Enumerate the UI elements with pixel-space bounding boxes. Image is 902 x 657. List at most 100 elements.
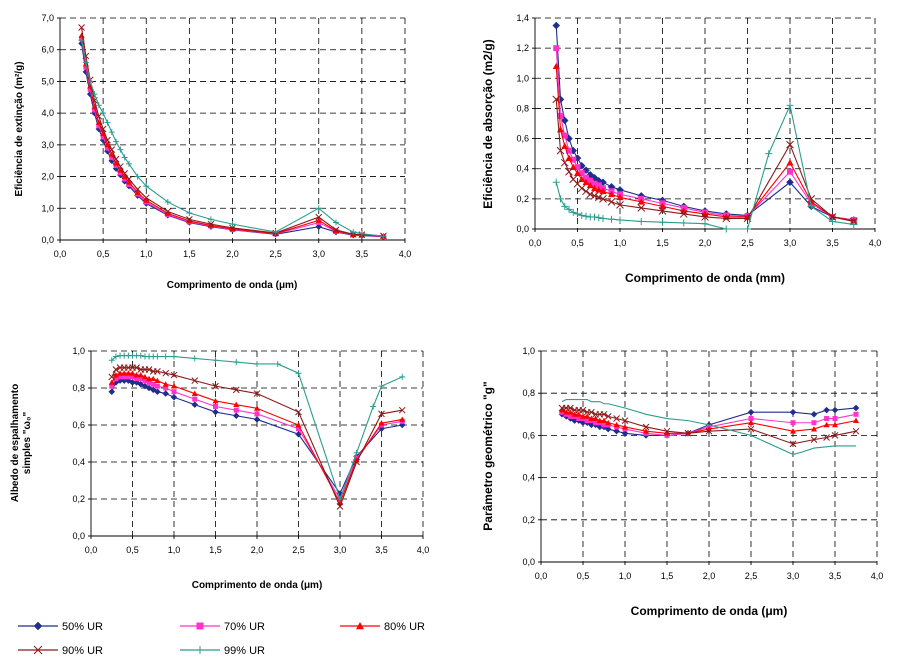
data-point bbox=[829, 217, 836, 225]
data-point bbox=[643, 428, 649, 434]
data-point bbox=[78, 32, 85, 38]
legend-item: 99% UR bbox=[180, 645, 265, 657]
data-point bbox=[378, 420, 385, 426]
data-point bbox=[595, 186, 603, 193]
data-point bbox=[142, 194, 150, 202]
data-point bbox=[567, 404, 574, 412]
series-line bbox=[111, 355, 403, 501]
data-point bbox=[162, 369, 170, 377]
data-point bbox=[142, 378, 148, 384]
legend-label: 99% UR bbox=[224, 645, 265, 657]
data-point bbox=[109, 155, 115, 161]
data-point bbox=[126, 160, 132, 167]
data-point bbox=[117, 163, 124, 170]
data-point bbox=[593, 420, 599, 426]
data-point bbox=[163, 385, 169, 391]
data-point bbox=[125, 175, 133, 183]
data-point bbox=[99, 125, 107, 133]
y-tick-label: 0,6 bbox=[72, 420, 85, 430]
data-point bbox=[561, 132, 568, 139]
data-point bbox=[586, 190, 595, 199]
data-point bbox=[574, 210, 581, 218]
data-point bbox=[613, 421, 620, 428]
data-point bbox=[295, 408, 302, 416]
x-tick-label: 4,0 bbox=[871, 571, 884, 581]
x-tick-label: 1,5 bbox=[209, 545, 222, 555]
series-line bbox=[81, 35, 384, 237]
data-point bbox=[659, 218, 666, 226]
data-point bbox=[164, 208, 172, 215]
y-tick-label: 1,0 bbox=[72, 346, 85, 356]
data-point bbox=[591, 213, 598, 221]
data-point bbox=[582, 212, 590, 220]
legend-label: 90% UR bbox=[62, 645, 103, 657]
data-point bbox=[613, 427, 620, 435]
legend-label: 80% UR bbox=[384, 621, 425, 633]
data-point bbox=[104, 119, 111, 126]
data-point bbox=[565, 205, 573, 213]
y-tick-label: 0,2 bbox=[522, 515, 535, 525]
data-point bbox=[133, 364, 141, 372]
data-point bbox=[399, 373, 406, 380]
data-point bbox=[592, 415, 599, 421]
series-99-ur bbox=[561, 398, 856, 455]
y-tick-label: 0,8 bbox=[522, 388, 535, 398]
x-tick-label: 4,0 bbox=[869, 238, 882, 248]
data-point bbox=[121, 374, 127, 380]
series-line bbox=[561, 398, 856, 455]
x-tick-label: 1,5 bbox=[656, 238, 669, 248]
data-point bbox=[701, 213, 709, 221]
data-point bbox=[616, 216, 624, 224]
data-point bbox=[170, 371, 178, 379]
data-point bbox=[192, 396, 198, 402]
data-point bbox=[765, 150, 773, 158]
data-point bbox=[104, 136, 111, 144]
x-axis-label: Comprimento de onda (μm) bbox=[631, 604, 788, 618]
data-point bbox=[786, 159, 794, 166]
data-point bbox=[170, 393, 178, 401]
data-point bbox=[125, 374, 131, 380]
data-point bbox=[579, 406, 587, 414]
data-point bbox=[96, 123, 102, 129]
data-point bbox=[608, 215, 615, 223]
data-point bbox=[594, 193, 603, 202]
data-point bbox=[787, 168, 793, 175]
x-axis-label: Comprimento de onda (μm) bbox=[192, 580, 323, 591]
data-point bbox=[121, 170, 129, 177]
x-tick-label: 3,5 bbox=[829, 571, 842, 581]
data-point bbox=[853, 417, 859, 424]
y-tick-label: 7,0 bbox=[41, 13, 54, 23]
x-tick-label: 0,0 bbox=[54, 249, 67, 259]
data-point bbox=[134, 185, 141, 193]
chart-4: 0,0 0,5 1,0 1,5 2,0 2,5 3,0 3,5 4,0 0,0 0,2 0,4 0,6 0… bbox=[481, 346, 883, 618]
data-point bbox=[601, 422, 607, 428]
x-tick-label: 2,5 bbox=[741, 238, 754, 248]
data-point bbox=[92, 107, 97, 113]
data-point bbox=[789, 440, 797, 448]
x-axis-label: Comprimento de onda (mm) bbox=[625, 271, 785, 285]
data-point bbox=[108, 379, 115, 385]
data-point bbox=[584, 418, 590, 424]
data-point bbox=[233, 359, 240, 366]
data-point bbox=[599, 195, 607, 203]
data-point bbox=[850, 217, 858, 224]
x-tick-label: 0,5 bbox=[577, 571, 590, 581]
data-point bbox=[621, 429, 629, 437]
data-point bbox=[146, 379, 152, 385]
x-tick-label: 4,0 bbox=[417, 545, 430, 555]
data-point bbox=[604, 413, 612, 420]
data-point bbox=[807, 198, 815, 205]
data-point bbox=[553, 45, 560, 52]
data-point bbox=[832, 416, 838, 422]
data-point bbox=[747, 425, 755, 433]
data-point bbox=[552, 95, 561, 104]
data-point bbox=[154, 353, 161, 360]
data-point bbox=[664, 430, 670, 436]
data-point bbox=[556, 146, 565, 155]
series-90-ur bbox=[78, 24, 387, 240]
data-point bbox=[823, 421, 830, 428]
x-tick-label: 2,5 bbox=[745, 571, 758, 581]
x-tick-label: 1,0 bbox=[168, 545, 181, 555]
data-point bbox=[191, 355, 198, 362]
